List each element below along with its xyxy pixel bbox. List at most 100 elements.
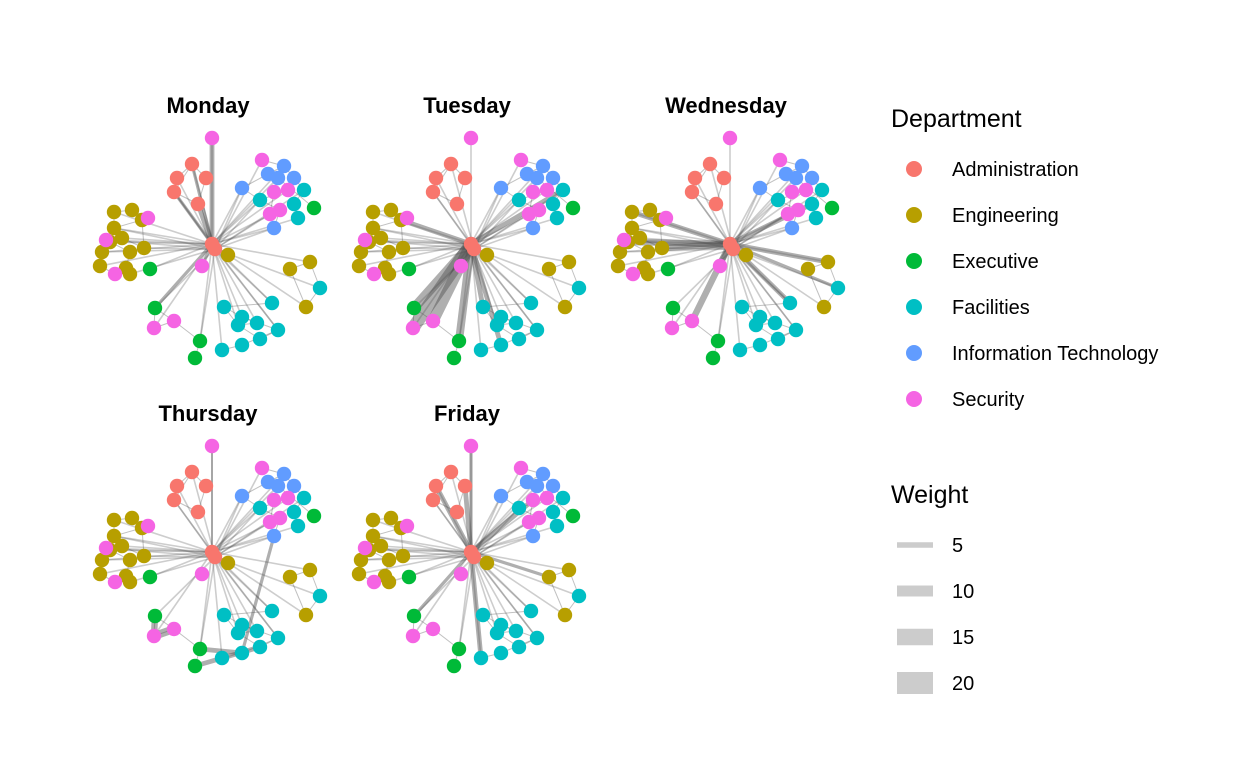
node-administration bbox=[443, 464, 459, 480]
edge bbox=[470, 551, 482, 659]
edge bbox=[412, 551, 472, 637]
node-facilities bbox=[804, 196, 820, 212]
node-executive bbox=[824, 200, 840, 216]
node-facilities bbox=[734, 299, 750, 315]
weight-key-5 bbox=[897, 542, 933, 548]
edge bbox=[372, 211, 472, 245]
node-information-technology bbox=[794, 158, 810, 174]
node-facilities bbox=[508, 623, 524, 639]
node-engineering bbox=[302, 562, 318, 578]
node-administration bbox=[702, 156, 718, 172]
legend-key-administration bbox=[906, 161, 922, 177]
edge bbox=[694, 177, 731, 245]
node-information-technology bbox=[286, 170, 302, 186]
node-facilities bbox=[767, 315, 783, 331]
edge bbox=[211, 217, 299, 245]
node-security bbox=[425, 621, 441, 637]
edge bbox=[277, 485, 315, 517]
node-security bbox=[539, 490, 555, 506]
node-facilities bbox=[234, 337, 250, 353]
edge bbox=[372, 519, 472, 553]
edge bbox=[149, 551, 213, 578]
node-facilities bbox=[216, 299, 232, 315]
edge bbox=[482, 610, 532, 616]
edge bbox=[729, 177, 797, 245]
node-facilities bbox=[312, 280, 328, 296]
node-facilities bbox=[216, 607, 232, 623]
node-facilities bbox=[493, 337, 509, 353]
node-security bbox=[254, 460, 270, 476]
edge bbox=[153, 243, 213, 329]
edge bbox=[211, 177, 279, 245]
edge bbox=[214, 535, 275, 558]
node-information-technology bbox=[535, 158, 551, 174]
node-facilities bbox=[523, 603, 539, 619]
edge bbox=[211, 495, 243, 553]
node-facilities bbox=[493, 645, 509, 661]
node-security bbox=[772, 152, 788, 168]
node-facilities bbox=[252, 500, 268, 516]
panel-thursday: Thursday bbox=[92, 401, 328, 674]
node-administration bbox=[425, 492, 441, 508]
node-executive bbox=[147, 608, 163, 624]
node-executive bbox=[446, 658, 462, 674]
edge bbox=[99, 551, 213, 575]
node-security bbox=[722, 130, 738, 146]
node-executive bbox=[565, 200, 581, 216]
node-executive bbox=[147, 300, 163, 316]
edge bbox=[372, 535, 475, 558]
node-security bbox=[140, 210, 156, 226]
weight-key-20 bbox=[897, 672, 933, 694]
department-legend-title: Department bbox=[891, 105, 1022, 133]
node-facilities bbox=[230, 317, 246, 333]
edge bbox=[741, 302, 791, 308]
edge bbox=[358, 551, 472, 575]
node-facilities bbox=[234, 645, 250, 661]
edge bbox=[214, 556, 258, 632]
panel-title: Tuesday bbox=[423, 93, 511, 118]
node-engineering bbox=[561, 562, 577, 578]
node-engineering bbox=[353, 244, 369, 260]
node-facilities bbox=[770, 192, 786, 208]
node-engineering bbox=[612, 244, 628, 260]
node-engineering bbox=[114, 538, 130, 554]
node-administration bbox=[466, 241, 482, 257]
node-security bbox=[262, 206, 278, 222]
edge bbox=[398, 217, 474, 247]
node-security bbox=[399, 518, 415, 534]
node-information-technology bbox=[525, 220, 541, 236]
edge bbox=[360, 551, 472, 561]
edge bbox=[412, 550, 473, 618]
node-engineering bbox=[122, 552, 138, 568]
edge bbox=[101, 551, 213, 561]
node-security bbox=[194, 566, 210, 582]
node-security bbox=[513, 152, 529, 168]
edge bbox=[372, 227, 475, 250]
node-facilities bbox=[555, 182, 571, 198]
node-security bbox=[684, 313, 700, 329]
node-engineering bbox=[373, 230, 389, 246]
edge bbox=[473, 535, 534, 558]
node-executive bbox=[660, 261, 676, 277]
node-administration bbox=[428, 170, 444, 186]
node-information-technology bbox=[784, 220, 800, 236]
edge bbox=[732, 227, 793, 250]
edge bbox=[143, 247, 216, 250]
edge bbox=[402, 247, 475, 250]
node-engineering bbox=[365, 512, 381, 528]
node-engineering bbox=[94, 244, 110, 260]
node-security bbox=[194, 258, 210, 274]
edge bbox=[153, 242, 214, 310]
edge bbox=[795, 177, 833, 209]
edge bbox=[211, 551, 223, 659]
node-executive bbox=[451, 333, 467, 349]
edge bbox=[729, 217, 817, 245]
edge bbox=[372, 227, 472, 245]
node-facilities bbox=[523, 295, 539, 311]
edge bbox=[639, 237, 731, 245]
node-administration bbox=[169, 170, 185, 186]
edge bbox=[468, 549, 484, 661]
edge bbox=[408, 551, 472, 578]
node-security bbox=[513, 460, 529, 476]
